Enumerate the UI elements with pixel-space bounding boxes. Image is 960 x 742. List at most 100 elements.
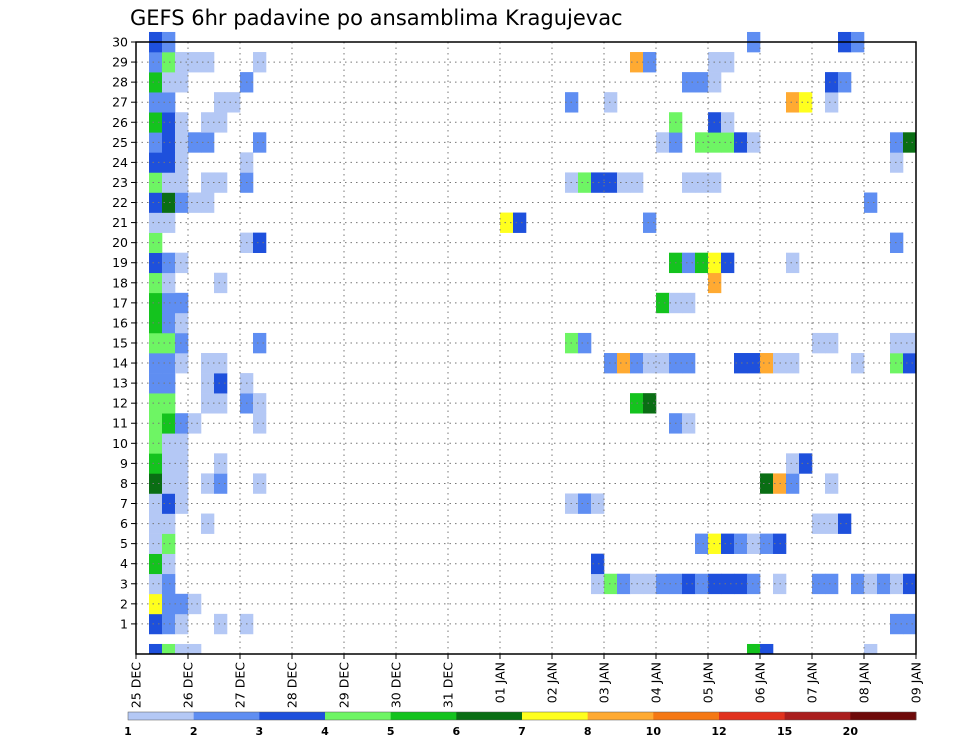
x-tick-label: 09 JAN (909, 662, 924, 703)
colorbar-tick-label: 4 (321, 725, 329, 738)
heatmap-cell (162, 493, 176, 514)
heatmap-cell (149, 473, 163, 494)
heatmap-cell (149, 192, 163, 213)
colorbar-segment (522, 712, 589, 720)
y-tick-label: 25 (112, 135, 128, 150)
heatmap-cell (253, 393, 267, 414)
heatmap-cell (175, 493, 189, 514)
heatmap-cell (786, 453, 800, 474)
heatmap-cell (799, 453, 813, 474)
heatmap-cell (149, 232, 163, 253)
heatmap-cell (149, 393, 163, 414)
x-tick-label: 02 JAN (545, 662, 560, 703)
x-tick-label: 07 JAN (805, 662, 820, 703)
heatmap-cell (734, 573, 748, 595)
heatmap-cell (162, 112, 176, 133)
heatmap-cell (175, 72, 189, 93)
heatmap-cell (149, 152, 163, 173)
heatmap-cell (253, 332, 267, 354)
heatmap-cell (175, 353, 189, 374)
y-tick-label: 1 (120, 616, 128, 631)
heatmap-cell (162, 553, 176, 575)
heatmap-cell (214, 112, 228, 133)
heatmap-cell (591, 172, 605, 193)
heatmap-cell (162, 272, 176, 294)
heatmap-cell (149, 413, 163, 434)
x-tick-label: 27 DEC (233, 662, 248, 708)
y-tick-label: 5 (120, 536, 128, 551)
heatmap-cell (604, 92, 618, 113)
colorbar-tick-label: 8 (584, 725, 592, 738)
heatmap-cell (149, 573, 163, 595)
x-tick-label: 03 JAN (597, 662, 612, 703)
heatmap-cell (149, 433, 163, 454)
heatmap-cell (890, 332, 904, 354)
heatmap-cell (695, 72, 709, 93)
heatmap-cell (175, 192, 189, 213)
heatmap-cell (604, 573, 618, 595)
heatmap-cell (175, 643, 189, 655)
grid-layer (136, 41, 916, 654)
heatmap-cell (591, 553, 605, 575)
colorbar-tick-label: 20 (843, 725, 859, 738)
heatmap-cell (162, 533, 176, 554)
colorbar-tick-label: 10 (646, 725, 662, 738)
colorbar-segment (193, 712, 260, 720)
heatmap-cell (175, 473, 189, 494)
heatmap-cell (864, 643, 878, 655)
colorbar-tick-label: 6 (453, 725, 461, 738)
y-tick-label: 27 (112, 95, 128, 110)
heatmap-cell (682, 292, 696, 314)
heatmap-cell (734, 353, 748, 374)
y-tick-label: 29 (112, 55, 128, 70)
heatmap-cell (500, 212, 514, 233)
heatmap-cell (162, 132, 176, 153)
heatmap-cell (682, 353, 696, 374)
heatmap-cell (188, 52, 202, 73)
heatmap-cell (721, 112, 735, 133)
heatmap-cell (760, 473, 774, 494)
heatmap-cell (162, 513, 176, 534)
heatmap-cell (578, 332, 592, 354)
heatmap-cell (162, 433, 176, 454)
heatmap-cell (162, 373, 176, 394)
heatmap-cell (162, 613, 176, 635)
heatmap-cell (149, 453, 163, 474)
y-tick-label: 20 (112, 235, 128, 250)
heatmap-cell (188, 192, 202, 213)
heatmap-cell (604, 172, 618, 193)
heatmap-cell (643, 393, 657, 414)
heatmap-cell (604, 353, 618, 374)
colorbar-frame (127, 711, 917, 721)
heatmap-cell (175, 292, 189, 314)
heatmap-cell (162, 252, 176, 274)
y-tick-label: 21 (112, 215, 128, 230)
y-tick-label: 23 (112, 175, 128, 190)
heatmap-cell (591, 493, 605, 514)
heatmap-cell (864, 192, 878, 213)
heatmap-cell (149, 493, 163, 514)
heatmap-cell (890, 132, 904, 153)
heatmap-cell (149, 593, 163, 615)
heatmap-cell (695, 533, 709, 554)
heatmap-cell (747, 132, 761, 153)
x-tick-label: 29 DEC (337, 662, 352, 708)
colorbar-tick-label: 3 (256, 725, 264, 738)
heatmap-cell (214, 613, 228, 635)
heatmap-cell (162, 52, 176, 73)
heatmap-cell (747, 353, 761, 374)
y-tick-label: 6 (120, 516, 128, 531)
heatmap-cell (162, 292, 176, 314)
heatmap-cell (721, 573, 735, 595)
heatmap-cell (695, 172, 709, 193)
heatmap-cell (162, 393, 176, 414)
heatmap-cell (903, 573, 917, 595)
y-tick-label: 4 (120, 556, 128, 571)
heatmap-cell (695, 573, 709, 595)
heatmap-cell (175, 52, 189, 73)
heatmap-cell (162, 593, 176, 615)
heatmap-cell (253, 413, 267, 434)
y-axis: 1234567891011121314151617181920212223242… (112, 35, 136, 631)
heatmap-cell (175, 413, 189, 434)
